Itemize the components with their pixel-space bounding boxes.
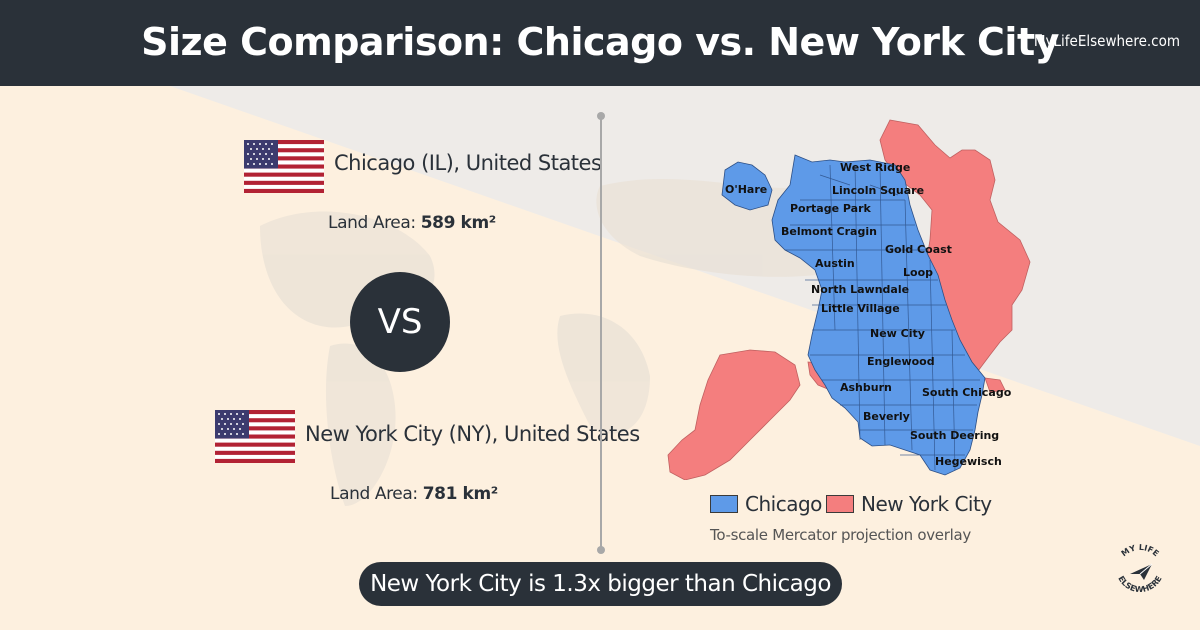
label-little-village: Little Village	[821, 302, 900, 315]
chicago-shape	[721, 154, 986, 476]
site-name[interactable]: MyLifeElsewhere.com	[1033, 32, 1180, 50]
column-divider	[600, 116, 602, 550]
neighborhood-boundaries	[785, 164, 980, 471]
label-new-city: New City	[870, 327, 925, 340]
svg-text:ELSEWHERE: ELSEWHERE	[1116, 574, 1163, 594]
chicago-main-shape	[771, 154, 986, 476]
area-value: 589 km²	[420, 213, 496, 233]
label-austin: Austin	[815, 257, 855, 270]
label-north-lawndale: North Lawndale	[811, 283, 909, 296]
us-flag-icon	[244, 140, 324, 193]
city-overlay-map: West Ridge O'Hare Lincoln Square Portage…	[667, 119, 1031, 480]
legend-item-nyc: New York City	[826, 492, 992, 516]
city-2-label: New York City (NY), United States	[305, 422, 640, 446]
area-label: Land Area:	[330, 484, 418, 504]
legend-label-chicago: Chicago	[745, 492, 822, 516]
legend-swatch-nyc	[826, 495, 854, 513]
legend-item-chicago: Chicago	[710, 492, 822, 516]
nyc-fragment-shape	[984, 377, 1006, 393]
label-belmont-cragin: Belmont Cragin	[781, 225, 877, 238]
legend-swatch-chicago	[710, 495, 738, 513]
page-title: Size Comparison: Chicago vs. New York Ci…	[141, 20, 1059, 64]
divider-dot-bottom	[597, 546, 605, 554]
label-beverly: Beverly	[863, 410, 910, 423]
header-bar	[0, 0, 1200, 86]
area-value: 781 km²	[422, 484, 498, 504]
us-flag-icon	[215, 410, 295, 463]
label-hegewisch: Hegewisch	[935, 455, 1002, 468]
legend-label-nyc: New York City	[861, 492, 992, 516]
label-south-chicago: South Chicago	[922, 386, 1012, 399]
vs-badge: VS	[350, 272, 450, 372]
staten-island-shape	[667, 349, 801, 480]
neighborhood-labels: West Ridge O'Hare Lincoln Square Portage…	[725, 161, 1012, 468]
svg-text:MY LIFE: MY LIFE	[1120, 543, 1161, 558]
divider-dot-top	[597, 112, 605, 120]
city-1-label: Chicago (IL), United States	[334, 151, 602, 175]
city-2-area: Land Area: 781 km²	[330, 484, 498, 504]
label-englewood: Englewood	[867, 355, 935, 368]
area-label: Land Area:	[328, 213, 416, 233]
paper-plane-icon	[1130, 563, 1153, 580]
label-loop: Loop	[903, 266, 933, 279]
label-lincoln-square: Lincoln Square	[832, 184, 924, 197]
label-west-ridge: West Ridge	[840, 161, 910, 174]
label-ashburn: Ashburn	[840, 381, 892, 394]
label-south-deering: South Deering	[910, 429, 999, 442]
city-1-area: Land Area: 589 km²	[328, 213, 496, 233]
projection-note: To-scale Mercator projection overlay	[710, 526, 971, 544]
verdict-pill: New York City is 1.3x bigger than Chicag…	[359, 562, 842, 606]
faint-continents	[260, 178, 960, 506]
mylifeelsewhere-logo: MY LIFE ELSEWHERE	[1116, 543, 1163, 594]
label-ohare: O'Hare	[725, 183, 767, 196]
bronx-queens-brooklyn-shape	[879, 119, 1031, 381]
label-portage-park: Portage Park	[790, 202, 872, 215]
label-gold-coast: Gold Coast	[885, 243, 952, 256]
ohare-shape	[721, 161, 773, 211]
